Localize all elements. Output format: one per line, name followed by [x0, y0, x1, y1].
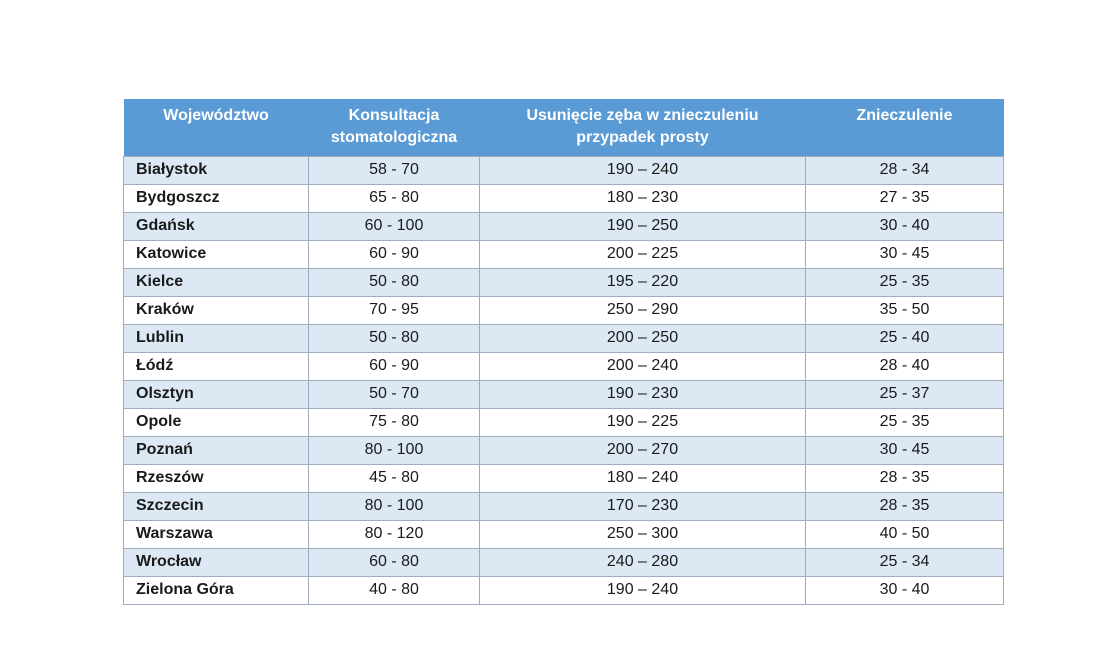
cell-consultation: 50 - 80 — [308, 267, 480, 297]
cell-anesthesia: 28 - 40 — [805, 351, 1004, 381]
cell-extraction: 190 – 230 — [479, 379, 806, 409]
table-row: Opole 75 - 80 190 – 225 25 - 35 — [123, 407, 1004, 437]
cell-anesthesia: 28 - 35 — [805, 463, 1004, 493]
cell-anesthesia: 25 - 37 — [805, 379, 1004, 409]
cell-city: Olsztyn — [123, 379, 309, 409]
cell-anesthesia: 30 - 45 — [805, 239, 1004, 269]
cell-anesthesia: 25 - 35 — [805, 267, 1004, 297]
header-row: Województwo Konsultacja stomatologiczna … — [123, 99, 1004, 156]
cell-city: Szczecin — [123, 491, 309, 521]
cell-consultation: 75 - 80 — [308, 407, 480, 437]
table-row: Wrocław 60 - 80 240 – 280 25 - 34 — [123, 547, 1004, 577]
cell-city: Rzeszów — [123, 463, 309, 493]
header-znieczulenie: Znieczulenie — [805, 99, 1004, 156]
cell-consultation: 50 - 80 — [308, 323, 480, 353]
table-row: Białystok 58 - 70 190 – 240 28 - 34 — [123, 155, 1004, 185]
cell-extraction: 250 – 290 — [479, 295, 806, 325]
cell-consultation: 58 - 70 — [308, 155, 480, 185]
cell-consultation: 80 - 100 — [308, 435, 480, 465]
cell-anesthesia: 35 - 50 — [805, 295, 1004, 325]
cell-city: Białystok — [123, 155, 309, 185]
table-row: Katowice 60 - 90 200 – 225 30 - 45 — [123, 239, 1004, 269]
cell-city: Kraków — [123, 295, 309, 325]
cell-city: Opole — [123, 407, 309, 437]
cell-anesthesia: 28 - 35 — [805, 491, 1004, 521]
cell-consultation: 40 - 80 — [308, 575, 480, 605]
cell-extraction: 200 – 225 — [479, 239, 806, 269]
dental-prices-table: Województwo Konsultacja stomatologiczna … — [123, 99, 1004, 605]
cell-anesthesia: 25 - 40 — [805, 323, 1004, 353]
cell-extraction: 195 – 220 — [479, 267, 806, 297]
cell-extraction: 180 – 240 — [479, 463, 806, 493]
table-row: Lublin 50 - 80 200 – 250 25 - 40 — [123, 323, 1004, 353]
cell-extraction: 190 – 225 — [479, 407, 806, 437]
table-row: Kielce 50 - 80 195 – 220 25 - 35 — [123, 267, 1004, 297]
cell-consultation: 70 - 95 — [308, 295, 480, 325]
cell-anesthesia: 27 - 35 — [805, 183, 1004, 213]
table-row: Bydgoszcz 65 - 80 180 – 230 27 - 35 — [123, 183, 1004, 213]
table-row: Poznań 80 - 100 200 – 270 30 - 45 — [123, 435, 1004, 465]
cell-city: Kielce — [123, 267, 309, 297]
cell-anesthesia: 28 - 34 — [805, 155, 1004, 185]
cell-extraction: 170 – 230 — [479, 491, 806, 521]
cell-anesthesia: 30 - 40 — [805, 575, 1004, 605]
cell-city: Lublin — [123, 323, 309, 353]
cell-consultation: 80 - 120 — [308, 519, 480, 549]
cell-city: Zielona Góra — [123, 575, 309, 605]
header-wojewodztwo: Województwo — [123, 99, 309, 156]
cell-extraction: 190 – 240 — [479, 155, 806, 185]
cell-anesthesia: 25 - 34 — [805, 547, 1004, 577]
cell-consultation: 65 - 80 — [308, 183, 480, 213]
cell-anesthesia: 25 - 35 — [805, 407, 1004, 437]
cell-anesthesia: 30 - 45 — [805, 435, 1004, 465]
table-row: Kraków 70 - 95 250 – 290 35 - 50 — [123, 295, 1004, 325]
cell-city: Gdańsk — [123, 211, 309, 241]
cell-anesthesia: 40 - 50 — [805, 519, 1004, 549]
table-body: Białystok 58 - 70 190 – 240 28 - 34 Bydg… — [123, 155, 1004, 605]
table-row: Warszawa 80 - 120 250 – 300 40 - 50 — [123, 519, 1004, 549]
table-row: Olsztyn 50 - 70 190 – 230 25 - 37 — [123, 379, 1004, 409]
cell-extraction: 190 – 240 — [479, 575, 806, 605]
cell-city: Łódź — [123, 351, 309, 381]
cell-extraction: 240 – 280 — [479, 547, 806, 577]
cell-consultation: 80 - 100 — [308, 491, 480, 521]
table-row: Gdańsk 60 - 100 190 – 250 30 - 40 — [123, 211, 1004, 241]
cell-consultation: 45 - 80 — [308, 463, 480, 493]
cell-consultation: 60 - 100 — [308, 211, 480, 241]
table-row: Łódź 60 - 90 200 – 240 28 - 40 — [123, 351, 1004, 381]
table-row: Rzeszów 45 - 80 180 – 240 28 - 35 — [123, 463, 1004, 493]
cell-anesthesia: 30 - 40 — [805, 211, 1004, 241]
header-konsultacja: Konsultacja stomatologiczna — [308, 99, 480, 156]
cell-extraction: 250 – 300 — [479, 519, 806, 549]
cell-city: Bydgoszcz — [123, 183, 309, 213]
cell-extraction: 180 – 230 — [479, 183, 806, 213]
cell-city: Wrocław — [123, 547, 309, 577]
table-row: Zielona Góra 40 - 80 190 – 240 30 - 40 — [123, 575, 1004, 605]
cell-consultation: 60 - 90 — [308, 351, 480, 381]
cell-consultation: 50 - 70 — [308, 379, 480, 409]
cell-extraction: 200 – 240 — [479, 351, 806, 381]
cell-city: Poznań — [123, 435, 309, 465]
cell-extraction: 200 – 270 — [479, 435, 806, 465]
cell-consultation: 60 - 80 — [308, 547, 480, 577]
cell-consultation: 60 - 90 — [308, 239, 480, 269]
cell-city: Katowice — [123, 239, 309, 269]
cell-extraction: 200 – 250 — [479, 323, 806, 353]
cell-city: Warszawa — [123, 519, 309, 549]
cell-extraction: 190 – 250 — [479, 211, 806, 241]
header-usuniecie: Usunięcie zęba w znieczuleniu przypadek … — [479, 99, 806, 156]
table-row: Szczecin 80 - 100 170 – 230 28 - 35 — [123, 491, 1004, 521]
